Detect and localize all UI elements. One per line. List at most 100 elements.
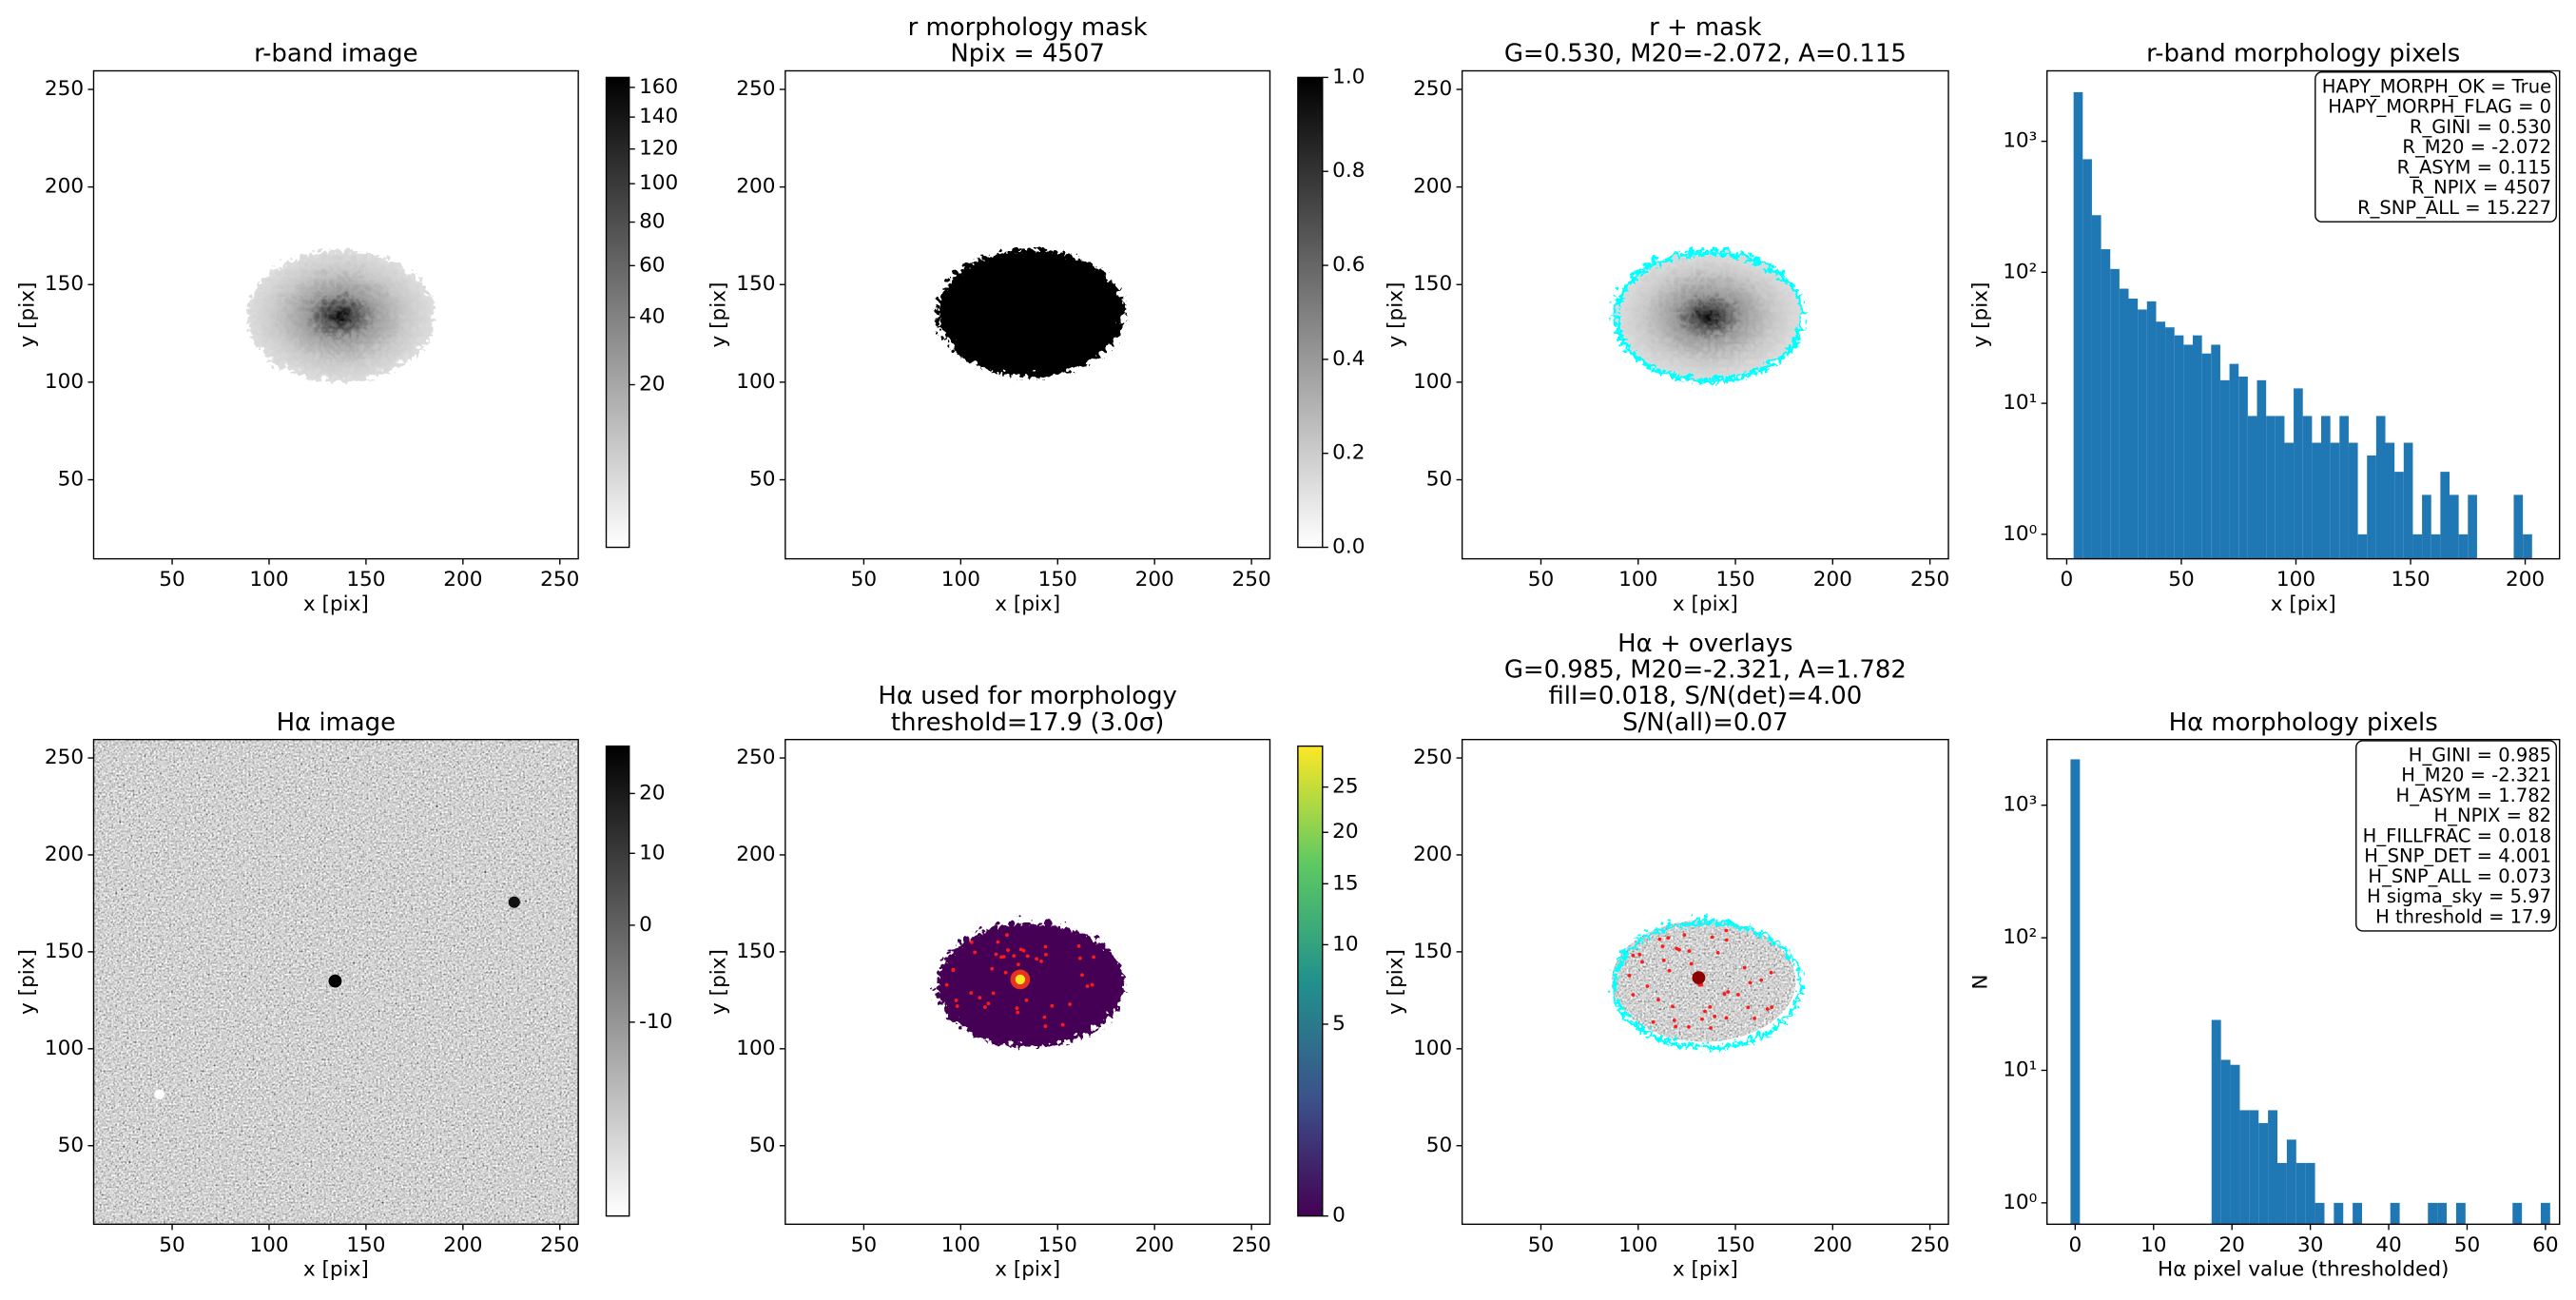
colorbar-tick-label: 0.0 [1332, 535, 1365, 559]
y-tick-label: 10⁰ [2003, 522, 2037, 546]
x-axis-label: x [pix] [1673, 1258, 1738, 1282]
galaxy-image [242, 246, 431, 378]
colorbar-tick-label: 60 [639, 253, 665, 277]
halpha-overlay-image [1611, 920, 1796, 1042]
galaxy-with-mask [1609, 245, 1802, 379]
annotation-line: H_GINI = 0.985 [2409, 744, 2551, 766]
source-spot [328, 974, 342, 988]
overlay-dot [978, 996, 982, 1000]
overlay-dot [1640, 960, 1644, 964]
overlay-dot [951, 967, 956, 972]
y-axis-label: y [pix] [1385, 282, 1408, 348]
x-tick-label: 20 [2218, 1233, 2244, 1257]
panel-title: r + mask [1649, 13, 1761, 42]
y-tick-label: 10³ [2003, 129, 2037, 153]
histogram-bar [2540, 1202, 2550, 1225]
overlay-dot [1042, 1015, 1047, 1019]
x-tick-label: 200 [1135, 1233, 1174, 1257]
overlay-dot [1672, 1019, 1676, 1022]
histogram-bar [2101, 249, 2111, 559]
colorbar-tick-label: 0 [1332, 1204, 1346, 1228]
overlay-dot [1006, 948, 1010, 952]
overlay-dot [982, 1005, 987, 1009]
y-tick-label: 250 [736, 746, 775, 769]
colorbar-tick-label: 0.8 [1332, 159, 1365, 183]
y-tick-label: 50 [749, 467, 775, 491]
colorbar-tick-label: 25 [1332, 775, 1358, 799]
colorbar-tick-label: -10 [639, 1010, 672, 1034]
histogram-bar [2193, 335, 2202, 559]
histogram-bar [2375, 416, 2386, 559]
colorbar [1297, 76, 1324, 549]
overlay-dot [1724, 1016, 1729, 1020]
colorbar-tick-label: 120 [639, 137, 678, 161]
panel-title: threshold=17.9 (3.0σ) [891, 708, 1164, 737]
annotation-line: R_GINI = 0.530 [2410, 116, 2551, 138]
y-tick-label: 10³ [2003, 793, 2037, 817]
y-tick-label: 100 [736, 370, 775, 394]
overlay-dot [955, 1004, 959, 1008]
x-tick-label: 50 [2454, 1233, 2480, 1257]
overlay-dot [1765, 1007, 1770, 1011]
bright-core [1692, 971, 1706, 985]
y-tick-label: 10¹ [2003, 391, 2037, 415]
histogram-bar [2353, 1202, 2363, 1225]
overlay-dot [1043, 1024, 1048, 1028]
histogram-bar [2394, 472, 2404, 559]
axes-frame [92, 738, 579, 1226]
annotation-line: H_FILLFRAC = 0.018 [2363, 825, 2551, 846]
overlay-dot [1689, 961, 1694, 966]
histogram-bar [2284, 442, 2295, 559]
overlay-dot [1703, 1009, 1707, 1014]
x-tick-label: 0 [2068, 1233, 2082, 1257]
x-tick-label: 50 [851, 1233, 877, 1257]
panel-title: G=0.985, M20=-2.321, A=1.782 [1504, 656, 1907, 685]
annotation-line: H_SNP_DET = 4.001 [2364, 845, 2551, 867]
overlay-dot [994, 952, 998, 957]
y-tick-label: 100 [45, 370, 84, 394]
overlay-dot [1015, 1006, 1019, 1011]
x-tick-label: 150 [2391, 568, 2430, 592]
overlay-dot [1700, 1017, 1704, 1021]
x-tick-label: 40 [2375, 1233, 2401, 1257]
y-tick-label: 10² [2003, 925, 2037, 949]
x-tick-label: 0 [2061, 568, 2074, 592]
overlay-dot [1076, 943, 1081, 948]
y-tick-label: 250 [1413, 746, 1452, 769]
y-tick-label: 150 [736, 940, 775, 963]
histogram-bar [2437, 1202, 2448, 1225]
histogram-bar [2082, 159, 2092, 559]
y-tick-label: 150 [736, 272, 775, 296]
overlay-dot [1627, 974, 1632, 978]
y-tick-label: 250 [1413, 77, 1452, 101]
annotation-line: H_M20 = -2.321 [2401, 765, 2551, 786]
y-axis-label: N [1969, 974, 1993, 989]
x-axis-label: x [pix] [1673, 592, 1738, 616]
histogram-bar [2165, 327, 2175, 559]
y-tick-label: 200 [736, 175, 775, 199]
overlay-dot [1017, 962, 1020, 966]
overlay-dot [1035, 957, 1039, 961]
histogram-bar [2286, 1139, 2296, 1225]
overlay-dot [1657, 937, 1662, 941]
x-tick-label: 250 [540, 568, 579, 592]
y-axis-label: y [pix] [1385, 949, 1408, 1015]
histogram-bar [2266, 416, 2276, 559]
y-tick-label: 200 [45, 175, 84, 199]
y-tick-label: 50 [1426, 1134, 1452, 1157]
colorbar-tick-label: 5 [1332, 1012, 1346, 1036]
panel-title: Hα + overlays [1617, 630, 1792, 658]
annotation-frame [2315, 71, 2557, 223]
x-tick-label: 100 [941, 1233, 980, 1257]
histogram-bar [2330, 442, 2340, 559]
annotation-line: HAPY_MORPH_OK = True [2322, 75, 2551, 97]
y-tick-label: 200 [1413, 175, 1452, 199]
image-content [93, 244, 1802, 1225]
overlay-dot [1748, 980, 1753, 985]
x-tick-label: 150 [1038, 1233, 1077, 1257]
overlay-dot [1769, 970, 1773, 975]
histogram-bar [2294, 388, 2303, 559]
histogram-bar [2275, 416, 2285, 559]
colorbar [605, 76, 630, 549]
histogram-bar [2357, 534, 2368, 559]
